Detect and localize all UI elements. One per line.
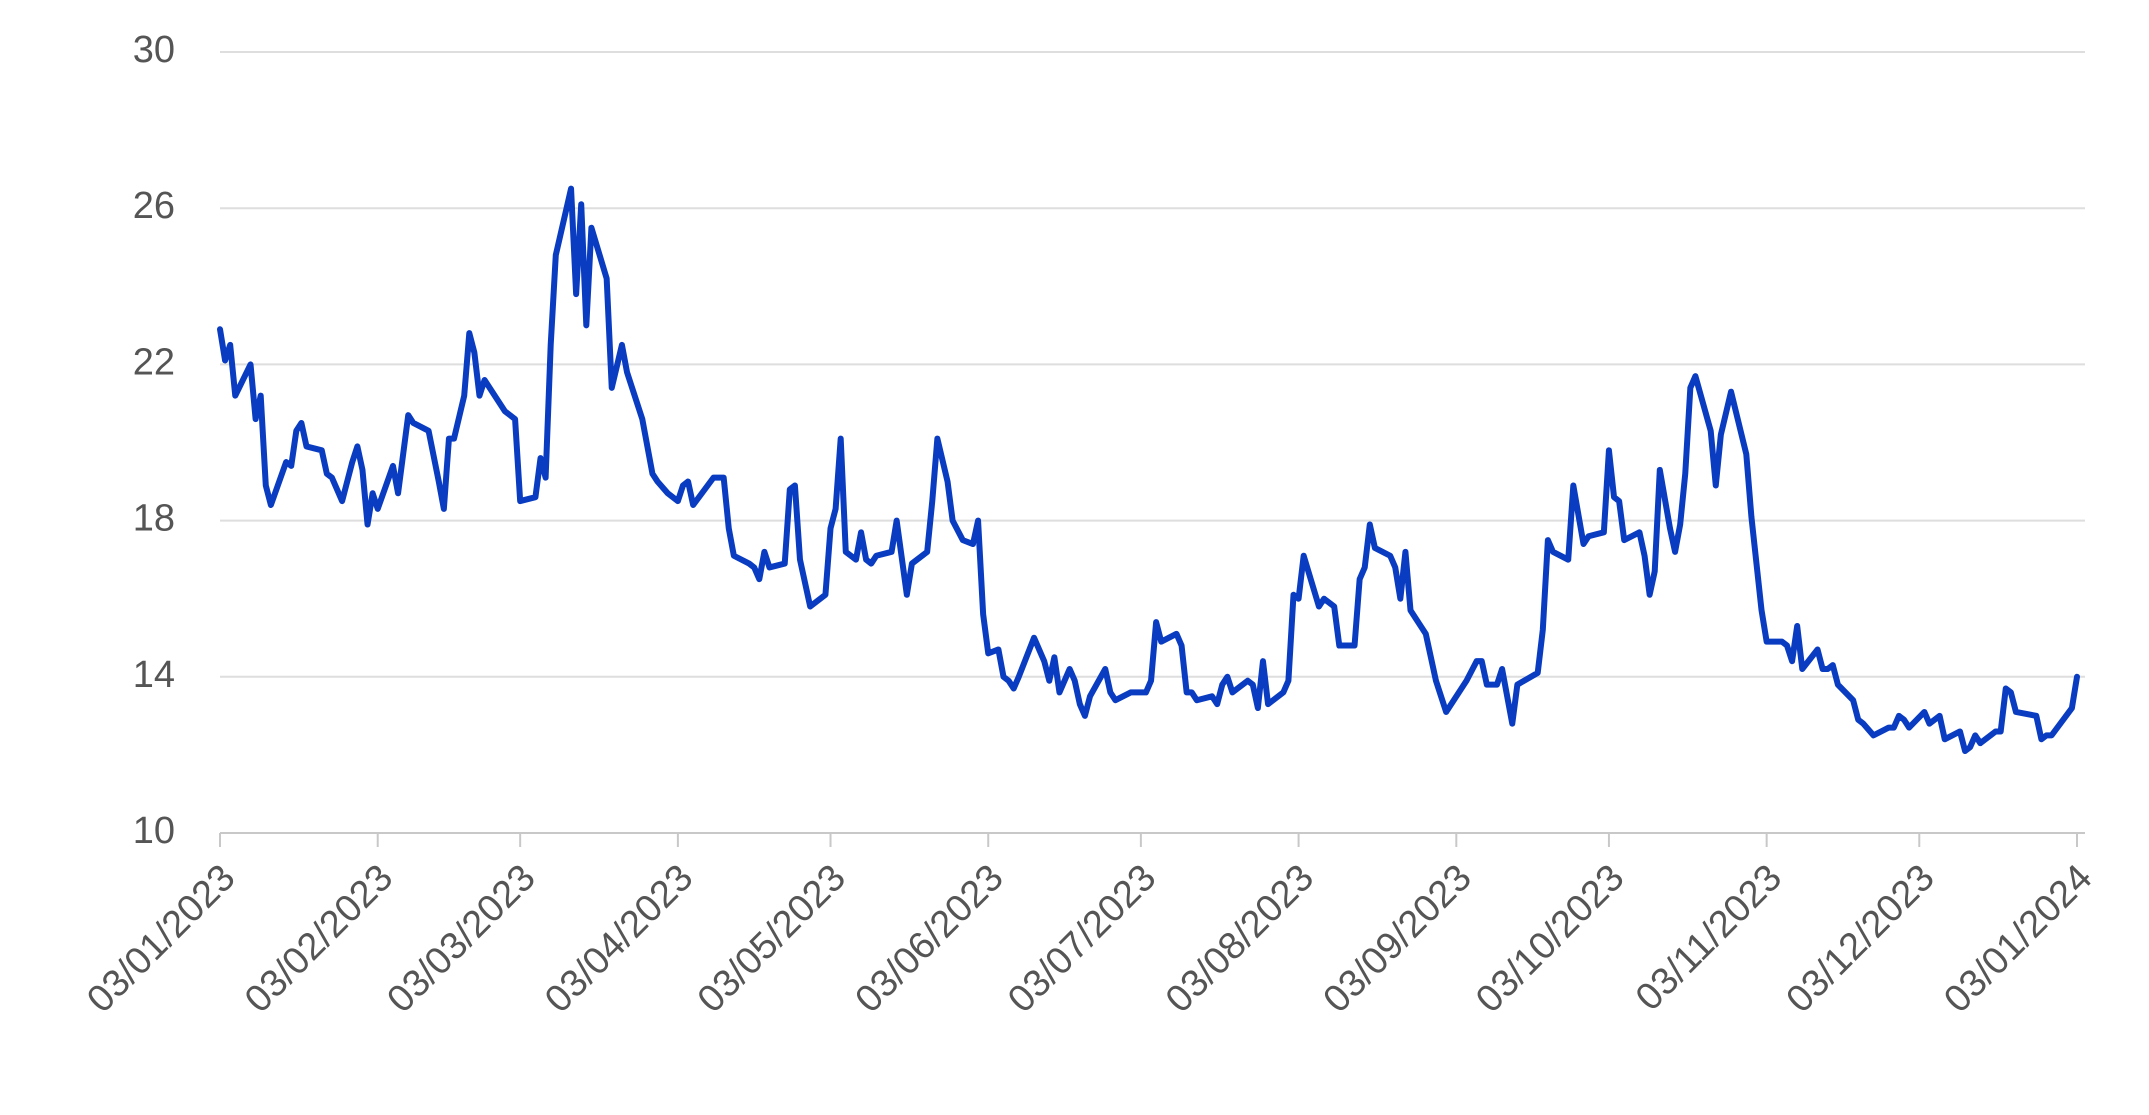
x-tick-label: 03/02/2023 (237, 857, 401, 1021)
x-tick-label: 03/01/2024 (1936, 857, 2100, 1021)
x-tick-label: 03/12/2023 (1779, 857, 1943, 1021)
y-tick-label: 22 (133, 341, 175, 383)
x-tick-label: 03/06/2023 (848, 857, 1012, 1021)
y-tick-label: 14 (133, 654, 175, 696)
x-tick-label: 03/01/2023 (79, 857, 243, 1021)
y-tick-label: 10 (133, 810, 175, 852)
y-tick-label: 26 (133, 185, 175, 227)
x-tick-label: 03/10/2023 (1468, 857, 1632, 1021)
x-tick-label: 03/09/2023 (1316, 857, 1480, 1021)
data-line (217, 185, 2080, 754)
x-tick-label: 03/05/2023 (690, 857, 854, 1021)
y-tick-label: 18 (133, 498, 175, 540)
x-tick-label: 03/04/2023 (537, 857, 701, 1021)
x-tick-label: 03/07/2023 (1000, 857, 1164, 1021)
x-tick-label: 03/11/2023 (1628, 857, 1790, 1019)
y-tick-label: 30 (133, 29, 175, 71)
x-tick-label: 03/03/2023 (379, 857, 543, 1021)
x-tick-label: 03/08/2023 (1158, 857, 1322, 1021)
